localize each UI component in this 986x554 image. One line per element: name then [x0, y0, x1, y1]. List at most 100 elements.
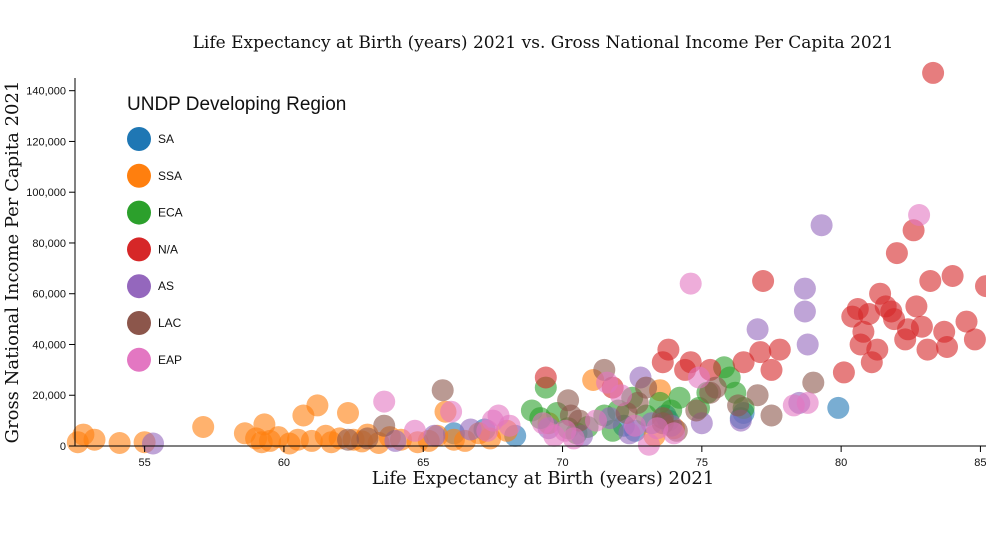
- data-point-sa-7: [827, 396, 850, 419]
- data-point-eap-21: [796, 391, 819, 414]
- x-tick-label-80: 80: [835, 457, 847, 469]
- data-point-na-7: [732, 351, 755, 374]
- data-point-lac-20: [727, 394, 750, 417]
- legend-swatch-ssa: [127, 163, 151, 188]
- data-point-eap-18: [679, 272, 702, 295]
- data-point-na-19: [866, 338, 889, 361]
- data-point-eap-19: [688, 366, 710, 389]
- legend-label-eap: EAP: [158, 353, 182, 367]
- data-point-as-15: [793, 277, 816, 300]
- x-tick-label-85: 85: [974, 457, 986, 469]
- data-point-na-9: [752, 270, 775, 292]
- y-tick-label-140000: 140,000: [26, 86, 66, 98]
- data-point-eap-0: [373, 390, 396, 413]
- x-tick-label-70: 70: [556, 457, 568, 469]
- data-point-eap-22: [908, 204, 931, 226]
- data-point-lac-15: [704, 376, 727, 399]
- data-point-as-2: [423, 424, 446, 447]
- data-point-ssa-5: [192, 416, 215, 438]
- data-point-lac-1: [356, 427, 379, 450]
- x-axis-title: Life Expectancy at Birth (years) 2021: [372, 468, 715, 489]
- data-point-as-0: [142, 432, 164, 455]
- legend-swatch-eap: [127, 347, 151, 372]
- data-point-na-8: [749, 341, 772, 364]
- x-tick-label-65: 65: [417, 457, 429, 469]
- data-point-na-36: [955, 310, 978, 333]
- data-point-na-29: [910, 315, 933, 338]
- data-point-na-17: [858, 303, 880, 325]
- data-point-eap-16: [646, 417, 669, 440]
- x-tick-label-75: 75: [696, 457, 708, 469]
- data-point-as-17: [810, 214, 833, 237]
- data-point-na-24: [885, 242, 908, 265]
- data-points: [66, 61, 986, 456]
- legend: UNDP Developing Region SA SSA ECA N/A AS LAC E…: [127, 94, 346, 372]
- y-tick-label-80000: 80,000: [32, 238, 66, 250]
- y-tick-label-0: 0: [60, 441, 66, 453]
- data-point-na-28: [905, 295, 928, 318]
- data-point-as-3: [459, 418, 482, 441]
- legend-swatch-na: [127, 237, 151, 262]
- data-point-lac-0: [337, 428, 359, 451]
- y-tick-label-60000: 60,000: [32, 289, 66, 301]
- legend-label-as: AS: [158, 279, 174, 293]
- data-point-lac-16: [746, 384, 769, 407]
- data-point-na-16: [852, 320, 875, 343]
- legend-swatch-as: [127, 274, 151, 299]
- data-point-eca-14: [668, 386, 691, 409]
- data-point-na-38: [975, 275, 986, 298]
- legend-label-na: N/A: [158, 242, 178, 256]
- data-point-eap-1: [403, 419, 426, 442]
- data-point-na-35: [941, 265, 964, 287]
- legend-label-eca: ECA: [158, 206, 183, 220]
- data-point-lac-13: [685, 399, 708, 422]
- legend-swatch-lac: [127, 311, 151, 335]
- data-point-ssa-3: [108, 432, 131, 454]
- data-point-ssa-9: [253, 413, 276, 436]
- data-point-eap-2: [440, 400, 463, 423]
- data-point-na-12: [832, 361, 855, 384]
- axes: [74, 78, 986, 447]
- data-point-na-11: [768, 338, 791, 361]
- y-axis-ticks: 0 20,000 40,000 60,000 80,000 100,000 120,000 1…: [26, 86, 75, 453]
- data-point-na-34: [936, 336, 958, 358]
- y-axis-title: Gross National Income Per Capita 2021: [2, 81, 23, 444]
- data-point-na-37: [963, 328, 986, 351]
- data-point-lac-3: [431, 379, 454, 402]
- data-point-eap-13: [610, 384, 632, 407]
- data-point-na-10: [760, 358, 783, 381]
- data-point-eap-10: [562, 427, 585, 450]
- data-point-lac-17: [760, 404, 783, 427]
- legend-swatch-eca: [127, 200, 151, 225]
- data-point-na-30: [916, 338, 939, 361]
- legend-label-ssa: SSA: [158, 169, 182, 183]
- data-point-as-14: [793, 300, 816, 323]
- data-point-eap-11: [585, 409, 607, 432]
- data-point-lac-10: [635, 376, 658, 399]
- x-axis-ticks: 55 60 65 70 75 80 85: [139, 446, 986, 469]
- x-tick-label-60: 60: [278, 457, 290, 469]
- data-point-ssa-16: [306, 394, 329, 417]
- legend-label-sa: SA: [158, 132, 174, 146]
- data-point-eap-17: [663, 422, 685, 445]
- y-tick-label-100000: 100,000: [26, 187, 66, 199]
- data-point-na-0: [534, 366, 557, 389]
- data-point-lac-2: [373, 414, 396, 437]
- data-point-lac-18: [802, 371, 825, 394]
- legend-title: UNDP Developing Region: [127, 94, 346, 115]
- y-tick-label-20000: 20,000: [32, 390, 66, 402]
- x-tick-label-55: 55: [139, 457, 151, 469]
- data-point-eap-14: [624, 414, 646, 437]
- y-tick-label-40000: 40,000: [32, 339, 66, 351]
- data-point-na-31: [919, 270, 942, 292]
- data-point-eap-15: [637, 433, 660, 456]
- data-point-na-32: [922, 61, 945, 84]
- chart-title: Life Expectancy at Birth (years) 2021 vs…: [193, 33, 894, 53]
- data-point-na-3: [657, 338, 680, 361]
- data-point-eap-6: [498, 414, 521, 437]
- legend-swatch-sa: [127, 127, 151, 151]
- y-tick-label-120000: 120,000: [26, 136, 66, 148]
- data-point-ssa-20: [337, 402, 359, 424]
- data-point-ssa-2: [83, 428, 106, 451]
